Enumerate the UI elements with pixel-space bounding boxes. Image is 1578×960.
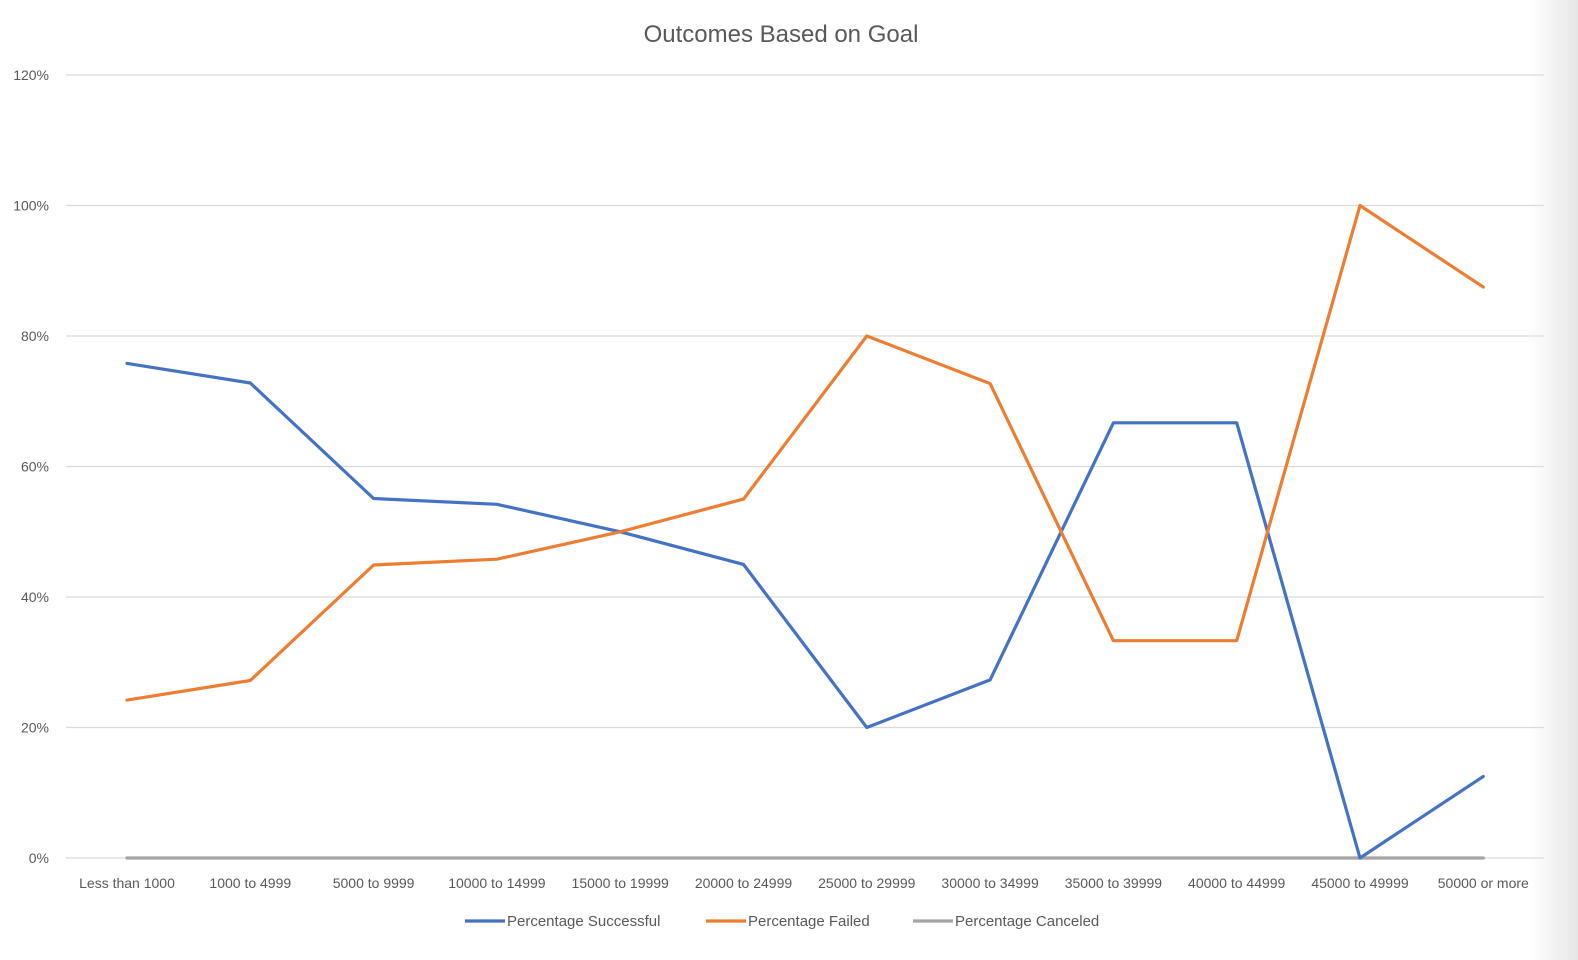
x-tick-label: 35000 to 39999 [1065,875,1163,891]
data-point [1359,205,1361,206]
series-line-percentage-failed [125,203,1485,702]
y-tick-label: 0% [29,850,49,866]
x-tick-label: 25000 to 29999 [818,875,916,891]
series-lines [125,203,1485,860]
x-axis-tick-labels: Less than 1000 1000 to 4999 5000 to 9999 10… [79,875,1529,891]
data-point [619,857,621,859]
x-tick-label: 5000 to 9999 [333,875,415,891]
y-tick-label: 20% [21,720,49,736]
x-tick-label: 50000 or more [1438,875,1529,891]
y-axis-tick-labels: 0% 20% 40% 60% 80% 100% 120% [13,67,49,866]
y-tick-label: 60% [21,459,49,475]
gridlines [66,74,1544,859]
data-point [1112,422,1114,424]
x-tick-label: 1000 to 4999 [209,875,291,891]
chart-title: Outcomes Based on Goal [644,21,919,48]
data-point [126,362,128,364]
data-point [989,383,991,385]
legend-item: Percentage Successful [465,913,660,930]
x-tick-label: Less than 1000 [79,875,175,891]
legend-item: Percentage Canceled [913,913,1099,930]
data-point [866,857,868,859]
data-point [743,563,744,565]
data-point [126,857,128,859]
x-tick-label: 40000 to 44999 [1188,875,1286,891]
x-tick-label: 15000 to 19999 [572,875,670,891]
data-point [1482,775,1484,777]
data-point [743,498,744,500]
data-point [249,382,251,384]
data-point [496,558,498,560]
x-tick-label: 10000 to 14999 [448,875,546,891]
y-tick-label: 40% [21,589,49,605]
data-point [989,857,991,859]
data-point [373,564,375,566]
legend-label: Percentage Canceled [955,913,1099,930]
legend-label: Percentage Failed [748,913,870,930]
x-tick-label: 30000 to 34999 [941,875,1039,891]
y-tick-label: 120% [13,67,49,83]
legend-label: Percentage Successful [507,913,660,930]
legend-item: Percentage Failed [706,913,870,930]
y-tick-label: 80% [21,328,49,344]
data-point [373,857,375,859]
data-point [1112,640,1114,642]
data-point [1236,857,1238,859]
data-point [866,335,868,337]
data-point [866,727,868,728]
y-tick-label: 100% [13,198,49,214]
data-point [619,531,621,533]
data-point [126,699,128,701]
data-point [1112,857,1114,859]
data-point [1236,422,1238,424]
data-point [496,503,498,505]
data-point [249,857,251,859]
data-point [1236,640,1238,642]
data-point [989,679,991,681]
data-point [1482,857,1484,859]
data-point [1359,857,1361,859]
series-line-percentage-successful [125,361,1485,860]
data-point [373,497,375,499]
legend: Percentage Successful Percentage Failed Pe… [465,913,1099,930]
x-tick-label: 45000 to 49999 [1311,875,1409,891]
data-point [1482,286,1484,288]
data-point [496,857,498,859]
x-tick-label: 20000 to 24999 [695,875,793,891]
data-point [743,857,744,859]
data-point [249,680,251,682]
